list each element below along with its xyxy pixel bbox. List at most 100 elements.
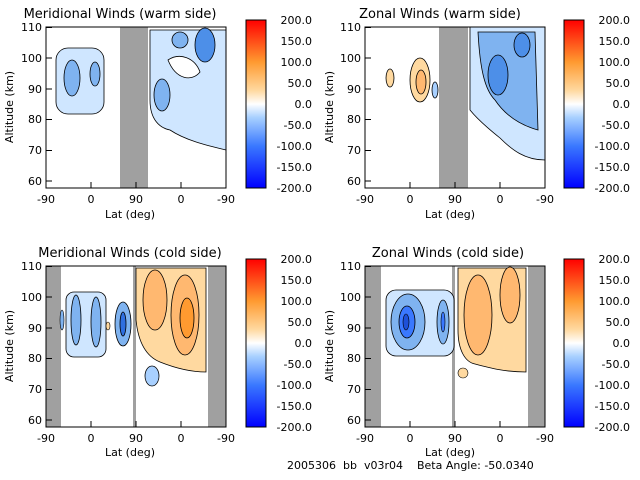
colorbar-tick-label: -100.0 [277,140,312,153]
y-tick-label: 80 [28,352,42,365]
y-tick-label: 80 [347,113,361,126]
y-tick-label: 90 [28,322,42,335]
y-tick-label: 80 [347,352,361,365]
y-tick-label: 110 [340,260,361,273]
colorbar-tick-label: 100.0 [599,295,631,308]
x-tick-label: -90 [536,432,554,445]
blue-region [119,311,127,337]
y-axis-label: Altitude (km) [3,71,16,143]
y-tick-label: 70 [347,144,361,157]
y-tick-label: 110 [340,21,361,34]
x-tick-label: 0 [88,193,95,206]
panel-meridional-cold: 110 100 90 80 70 60 -90 0 90 0 -90 Merid… [3,246,235,459]
blue-region [144,365,160,387]
blue-region [70,294,82,346]
colorbar-tick-label: -50.0 [602,119,630,132]
colorbar-tick-label: 50.0 [606,77,631,90]
blue-region [89,61,101,87]
y-tick-label: 60 [28,414,42,427]
blue-region [171,31,189,49]
colorbar-tick-label: -150.0 [277,400,312,413]
x-tick-label: 90 [448,193,462,206]
y-tick-label: 100 [21,291,42,304]
blue-region [440,311,446,333]
y-tick-label: 90 [28,83,42,96]
y-tick-label: 80 [28,113,42,126]
contour-fields [365,266,545,427]
x-axis-ticks: -90 0 90 0 -90 [356,421,554,445]
colorbar-tick-label: 100.0 [281,56,313,69]
colorbar-tick-label: 150.0 [599,274,631,287]
colorbar-tick-label: -150.0 [595,400,630,413]
x-tick-label: 90 [448,432,462,445]
blue-region [63,59,81,97]
gray-mask [439,27,468,188]
colorbar-tick-label: 150.0 [281,35,313,48]
colorbar-gradient [245,19,267,189]
x-tick-label: 0 [497,432,504,445]
x-axis-label: Lat (deg) [105,208,155,221]
gray-mask [528,266,545,427]
colorbar-tick-label: 50.0 [288,316,313,329]
colorbar-gradient [563,19,585,189]
orange-region [499,266,521,324]
gray-mask [133,266,136,427]
blue-region [59,309,65,331]
panel-zonal-cold: 110 100 90 80 70 60 -90 0 90 0 -90 Zonal… [323,246,554,459]
blue-region [402,313,410,331]
panel-title: Meridional Winds (warm side) [24,7,217,22]
blue-region [431,81,439,99]
colorbar-cold-zonal: 200.0 150.0 100.0 50.0 0.0 -50.0 -100.0 … [563,253,631,434]
panel-title: Meridional Winds (cold side) [38,246,221,261]
colorbar-tick-label: 200.0 [599,14,631,27]
y-axis-label: Altitude (km) [3,310,16,382]
x-tick-label: 90 [129,432,143,445]
x-axis-label: Lat (deg) [105,446,155,459]
y-tick-label: 70 [347,383,361,396]
orange-region [385,68,395,88]
contour-fields [385,26,546,188]
colorbar-tick-label: 50.0 [288,77,313,90]
x-tick-label: 0 [497,193,504,206]
x-tick-label: 90 [129,193,143,206]
colorbar-tick-label: -100.0 [277,379,312,392]
blue-region [487,54,509,96]
y-tick-label: 110 [21,21,42,34]
x-axis-ticks: -90 0 90 0 -90 [37,421,235,445]
colorbar-tick-label: 200.0 [599,253,631,266]
colorbar-gradient [563,258,585,428]
colorbar-tick-label: 0.0 [295,98,313,111]
colorbar-tick-label: 0.0 [295,337,313,350]
gray-mask [208,266,226,427]
y-tick-label: 60 [347,414,361,427]
colorbar-tick-label: -50.0 [284,358,312,371]
colorbar-tick-label: -200.0 [277,421,312,434]
colorbar-tick-label: 150.0 [281,274,313,287]
colorbar-tick-label: -50.0 [602,358,630,371]
colorbar-tick-label: 100.0 [281,295,313,308]
colorbar-tick-label: 0.0 [613,98,631,111]
colorbar-tick-label: -100.0 [595,379,630,392]
orange-region [142,269,168,331]
x-axis-label: Lat (deg) [425,446,475,459]
x-tick-label: 0 [178,432,185,445]
x-axis-ticks: -90 0 90 0 -90 [37,182,235,206]
y-tick-label: 90 [347,83,361,96]
gray-mask [46,266,61,427]
x-tick-label: -90 [217,193,235,206]
orange-region [463,274,493,356]
x-tick-label: -90 [217,432,235,445]
colorbar-tick-label: 150.0 [599,35,631,48]
y-tick-label: 70 [28,144,42,157]
panel-title: Zonal Winds (cold side) [372,246,524,261]
blue-region [513,32,531,58]
orange-region [415,69,427,95]
colorbar-warm-meridional: 200.0 150.0 100.0 50.0 0.0 -50.0 -100.0 … [245,14,313,195]
y-axis-label: Altitude (km) [323,71,336,143]
y-tick-label: 100 [340,52,361,65]
panel-meridional-warm: 110 100 90 80 70 60 -90 0 90 0 -90 Merid… [3,7,235,221]
blue-region [153,78,171,112]
x-tick-label: -90 [37,193,55,206]
x-axis-label: Lat (deg) [425,208,475,221]
